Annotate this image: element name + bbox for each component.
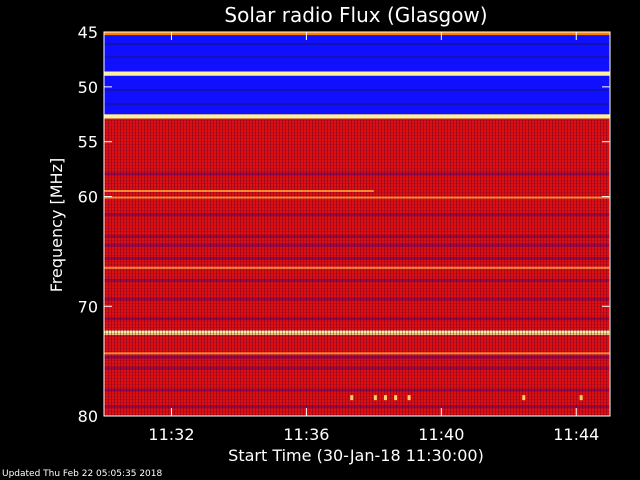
- y-tick-label: 45: [78, 23, 98, 42]
- heatmap-streak: [104, 243, 610, 247]
- heatmap-streak: [104, 317, 610, 321]
- heatmap-streak: [104, 103, 610, 106]
- heatmap-streak: [104, 172, 610, 176]
- updated-timestamp: Updated Thu Feb 22 05:05:35 2018: [2, 469, 163, 479]
- heatmap-band: [104, 35, 610, 72]
- burst-mark: [522, 395, 526, 401]
- plot-frame: [103, 31, 611, 417]
- y-tick-label: 60: [78, 188, 98, 207]
- heatmap-streak: [104, 234, 610, 238]
- burst-mark: [350, 395, 354, 401]
- heatmap-streak: [104, 42, 610, 45]
- burst-mark: [579, 395, 583, 401]
- x-tick-label: 11:40: [418, 425, 464, 444]
- x-tick-label: 11:32: [148, 425, 194, 444]
- heatmap-streak: [104, 56, 610, 59]
- heatmap-streak: [104, 213, 610, 217]
- y-tick-label: 55: [78, 133, 98, 152]
- heatmap-streak: [104, 256, 610, 260]
- heatmap-streak: [104, 366, 610, 370]
- y-axis-label: Frequency [MHz]: [47, 158, 66, 292]
- heatmap-streak: [104, 355, 610, 359]
- heatmap-streak: [104, 388, 610, 392]
- x-axis-label: Start Time (30-Jan-18 11:30:00): [228, 446, 484, 465]
- heatmap-streak: [104, 189, 374, 192]
- heatmap-streak: [104, 297, 610, 301]
- plot-area: [104, 32, 610, 417]
- heatmap-band: [104, 114, 610, 119]
- chart-title: Solar radio Flux (Glasgow): [224, 3, 487, 27]
- heatmap-streak: [104, 196, 610, 199]
- axes: 45 50 55 60 70 80 11:32 11:36 11:40 11:44: [78, 23, 611, 444]
- burst-mark: [394, 395, 398, 401]
- heatmap-streak: [104, 89, 610, 92]
- x-tick-label: 11:36: [283, 425, 329, 444]
- y-tick-label: 80: [78, 407, 98, 426]
- heatmap-band: [104, 71, 610, 76]
- heatmap-band: [104, 32, 610, 36]
- y-tick-label: 50: [78, 78, 98, 97]
- heatmap-streak: [104, 405, 610, 409]
- y-tick-label: 70: [78, 297, 98, 316]
- heatmap-streak: [104, 278, 610, 282]
- heatmap-band: [104, 75, 610, 115]
- burst-mark: [373, 395, 377, 401]
- heatmap-streak: [104, 352, 610, 355]
- burst-mark: [407, 395, 411, 401]
- x-tick-label: 11:44: [553, 425, 599, 444]
- burst-mark: [383, 395, 387, 401]
- heatmap-streak: [104, 266, 610, 269]
